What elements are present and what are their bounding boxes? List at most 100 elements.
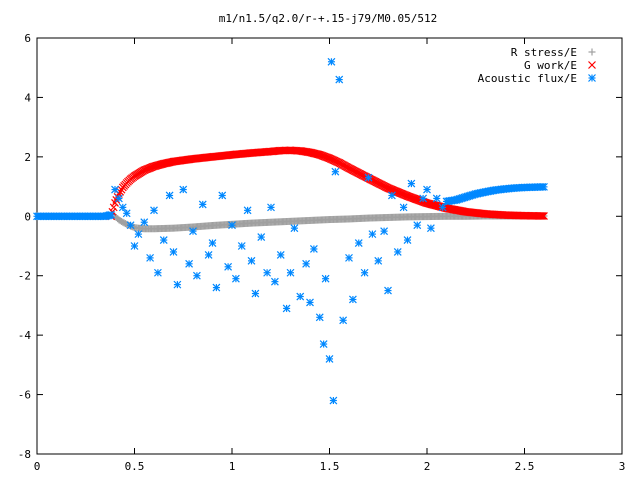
data-point — [173, 280, 182, 289]
data-point — [364, 173, 373, 182]
legend-label: R stress/E — [511, 46, 577, 59]
data-point — [165, 191, 174, 200]
data-point — [179, 185, 188, 194]
data-point — [319, 340, 328, 348]
data-point — [423, 185, 431, 194]
x-tick-label: 1 — [229, 460, 236, 473]
data-point — [537, 212, 546, 220]
y-tick-label: -8 — [18, 448, 31, 461]
y-tick-label: 4 — [24, 91, 31, 104]
data-point — [169, 248, 178, 256]
series-g-work-e — [107, 146, 548, 221]
data-point — [413, 221, 422, 230]
data-point — [276, 250, 285, 259]
data-point — [109, 203, 118, 212]
data-point — [540, 182, 548, 191]
data-point — [536, 212, 545, 220]
data-point — [243, 206, 252, 215]
x-axis: 0 0.5 1 1.5 2 2.5 3 — [34, 38, 626, 473]
data-point — [302, 259, 311, 268]
data-point — [212, 283, 221, 292]
series-layer — [33, 57, 548, 405]
legend-label: Acoustic flux/E — [478, 72, 577, 85]
data-point — [237, 242, 246, 250]
legend-label: G work/E — [524, 59, 577, 72]
data-point — [114, 194, 123, 203]
data-point — [282, 304, 291, 313]
data-point — [198, 200, 207, 209]
data-point — [107, 210, 116, 219]
data-point — [309, 245, 318, 253]
data-point — [327, 57, 336, 66]
data-point — [538, 212, 547, 220]
chart-title: m1/n1.5/q2.0/r-+.15-j79/M0.05/512 — [219, 12, 438, 25]
data-point — [111, 185, 119, 194]
data-point — [360, 268, 369, 277]
data-point — [407, 179, 416, 188]
data-point — [329, 396, 338, 405]
data-point — [432, 194, 441, 203]
data-point — [117, 185, 126, 194]
data-point — [296, 292, 305, 301]
y-tick-label: 6 — [24, 32, 31, 45]
data-point — [228, 221, 236, 230]
y-tick-label: -6 — [18, 389, 31, 402]
data-point — [438, 203, 447, 212]
data-point — [126, 221, 135, 230]
y-tick-label: -2 — [18, 270, 31, 283]
data-point — [208, 239, 217, 247]
data-point — [270, 277, 279, 286]
data-point — [348, 295, 357, 304]
data-point — [290, 224, 299, 233]
data-point — [286, 268, 295, 277]
x-tick-label: 3 — [619, 460, 626, 473]
legend-marker — [588, 74, 596, 82]
data-point — [140, 218, 149, 227]
data-point — [204, 250, 213, 259]
x-tick-label: 1.5 — [320, 460, 340, 473]
data-point — [146, 253, 155, 262]
legend-marker — [588, 48, 596, 56]
data-point — [399, 203, 408, 212]
data-point — [426, 224, 435, 233]
data-point — [345, 253, 353, 262]
data-point — [331, 167, 340, 176]
data-point — [150, 206, 158, 215]
data-point — [257, 233, 266, 242]
data-point — [306, 298, 314, 307]
data-point — [263, 268, 272, 277]
data-point — [218, 191, 227, 200]
data-point — [419, 194, 428, 203]
data-point — [185, 259, 194, 268]
y-tick-label: 2 — [24, 151, 31, 164]
data-point — [387, 191, 396, 200]
series-acoustic-flux-e — [33, 57, 548, 405]
data-point — [325, 354, 334, 363]
x-tick-label: 2 — [424, 460, 431, 473]
series-r-stress-e — [111, 212, 548, 233]
data-point — [251, 289, 260, 298]
data-point — [315, 313, 324, 322]
legend-marker — [588, 61, 596, 69]
data-point — [159, 236, 168, 244]
data-point — [153, 268, 162, 277]
data-point — [118, 203, 127, 212]
data-point — [540, 212, 548, 220]
data-point — [321, 274, 330, 283]
data-point — [247, 256, 256, 265]
data-point — [224, 262, 233, 271]
y-tick-label: 0 — [24, 210, 31, 223]
y-axis: -8 -6 -4 -2 0 2 4 6 — [18, 32, 622, 461]
data-point — [134, 230, 143, 239]
data-point — [403, 236, 412, 244]
data-point — [335, 75, 344, 84]
data-point — [122, 209, 131, 218]
data-point — [354, 239, 363, 247]
data-point — [192, 271, 201, 280]
x-tick-label: 0.5 — [125, 460, 145, 473]
data-point — [374, 256, 383, 265]
data-point — [384, 286, 392, 295]
data-point — [130, 242, 139, 250]
